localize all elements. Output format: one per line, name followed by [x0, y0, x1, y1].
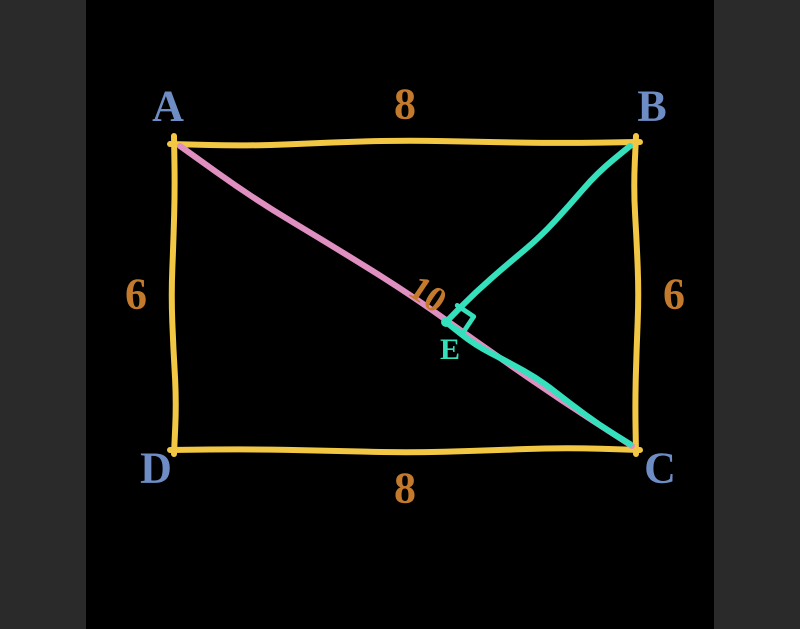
side-label-right: 6 [663, 269, 685, 320]
rect-side-bc [634, 136, 638, 454]
rect-side-ab [170, 141, 640, 146]
side-label-left: 6 [125, 269, 147, 320]
vertex-label-d: D [140, 443, 172, 494]
point-e [441, 317, 451, 327]
rect-side-da [172, 136, 176, 454]
segment-be [446, 146, 630, 322]
vertex-label-a: A [152, 81, 184, 132]
vertex-label-b: B [637, 81, 666, 132]
side-label-bottom: 8 [394, 463, 416, 514]
rect-side-cd [170, 448, 640, 452]
vertex-label-e: E [440, 333, 460, 367]
side-label-top: 8 [394, 79, 416, 130]
diagram-canvas: A B C D E 8 8 6 6 10 [86, 0, 714, 629]
vertex-label-c: C [644, 443, 676, 494]
segment-ec [446, 322, 630, 444]
